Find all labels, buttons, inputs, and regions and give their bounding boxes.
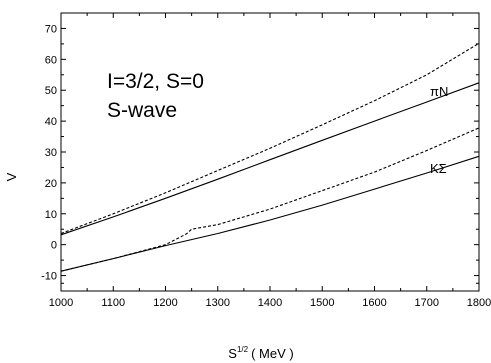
x-tick-label: 1300: [206, 297, 230, 309]
x-tick-label: 1000: [49, 297, 73, 309]
x-tick-label: 1800: [467, 297, 491, 309]
y-tick-label: 30: [45, 147, 57, 159]
x-axis-label-base: S: [228, 346, 237, 361]
y-axis-label: V: [4, 172, 19, 181]
annotation-ksigma: KΣ: [430, 161, 447, 176]
x-axis-label-sup: 1/2: [237, 345, 249, 354]
y-tick-label: 40: [45, 116, 57, 128]
x-axis-label: S1/2( MeV ): [228, 345, 293, 361]
series-line-1-solid: [60, 82, 480, 236]
y-tick-label: 20: [45, 178, 57, 190]
series-layer: [60, 42, 480, 272]
x-tick-label: 1200: [153, 297, 177, 309]
x-tick-label: 1100: [101, 297, 125, 309]
y-tick-label: 60: [45, 54, 57, 66]
y-tick-label: -10: [41, 271, 57, 283]
annotation-isospin: I=3/2, S=0: [107, 70, 204, 93]
y-tick-label: 50: [45, 85, 57, 97]
annotation-swave: S-wave: [107, 99, 177, 122]
x-axis-label-unit: ( MeV ): [251, 346, 294, 361]
ticks-layer: [60, 13, 480, 291]
series-line-4-dashed: [60, 127, 480, 272]
x-tick-label: 1500: [310, 297, 334, 309]
y-tick-label: 0: [51, 240, 57, 252]
x-tick-label: 1600: [362, 297, 386, 309]
y-tick-label: 70: [45, 23, 57, 35]
x-tick-label: 1700: [415, 297, 439, 309]
y-tick-label: 10: [45, 209, 57, 221]
x-tick-label: 1400: [258, 297, 282, 309]
tick-labels-layer: 1000 1100 1200 1300 1400 1500 1600 1700 1800 -10 0…: [41, 23, 491, 309]
series-line-2-dashed: [60, 42, 480, 235]
annotation-pin: πN: [430, 84, 448, 99]
plot-frame: [60, 12, 480, 292]
